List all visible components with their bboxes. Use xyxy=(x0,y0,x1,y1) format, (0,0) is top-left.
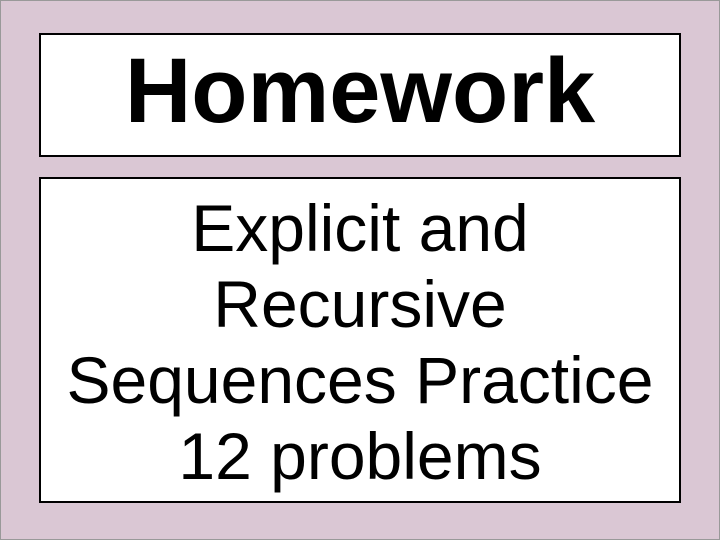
title-text: Homework xyxy=(61,45,659,137)
slide-container: Homework Explicit and Recursive Sequence… xyxy=(1,1,719,529)
body-line-2: Recursive xyxy=(213,267,506,341)
body-text: Explicit and Recursive Sequences Practic… xyxy=(51,191,669,495)
body-box: Explicit and Recursive Sequences Practic… xyxy=(39,177,681,503)
body-line-3: Sequences Practice xyxy=(66,343,653,417)
title-box: Homework xyxy=(39,33,681,157)
body-line-4: 12 problems xyxy=(178,419,541,493)
body-line-1: Explicit and xyxy=(191,191,529,265)
